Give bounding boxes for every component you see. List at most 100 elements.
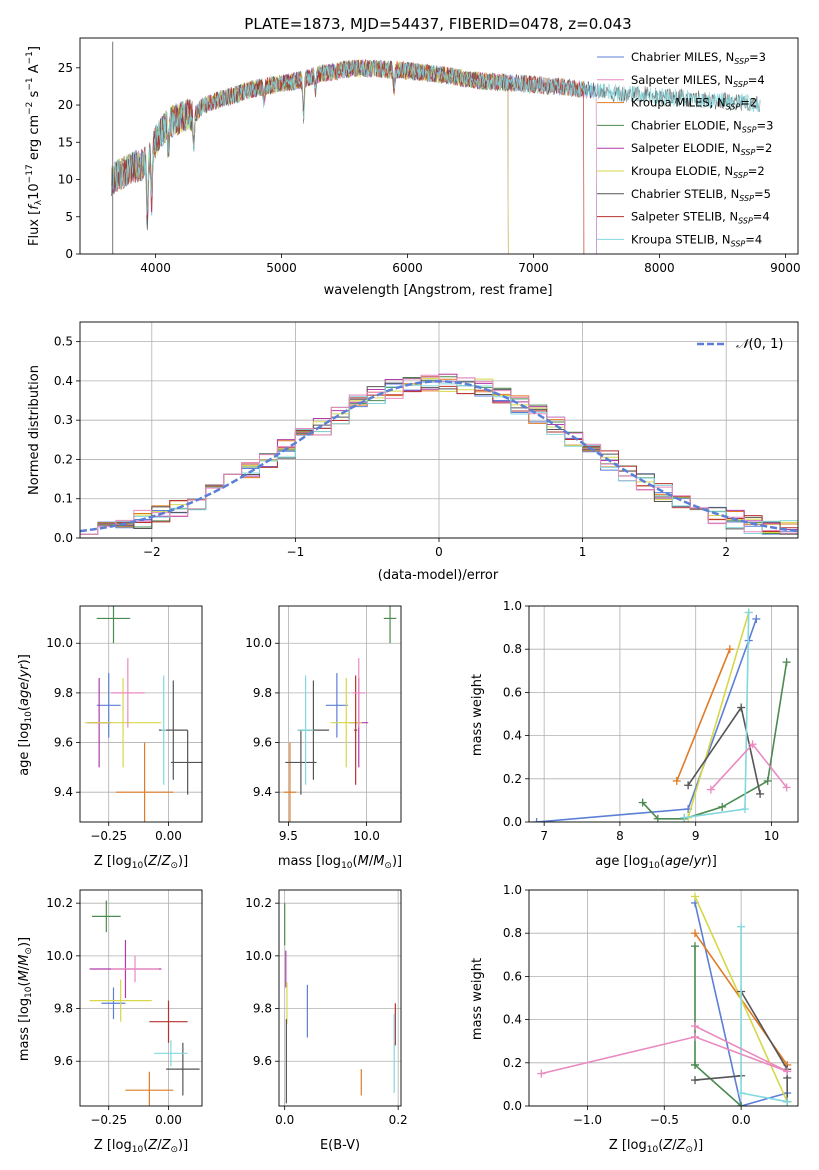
age-vs-z-ytick-label: 9.4 <box>54 785 73 799</box>
massweight-vs-age-ytick-label: 1.0 <box>503 599 522 613</box>
massweight-vs-z-frame <box>528 889 799 1107</box>
residuals-ytick-label: 0.2 <box>54 452 73 466</box>
massweight-vs-age-ytick-label: 0.4 <box>503 729 522 743</box>
massweight-vs-age-x-label: age [log10(age/yr)] <box>595 854 717 871</box>
massweight-vs-age-xtick-label: 8 <box>616 829 624 843</box>
residuals-xtick-label: 0 <box>435 545 443 559</box>
age-vs-mass-x-label: mass [log10(M/M⊙)] <box>278 854 402 871</box>
mass-vs-z-errorbar <box>101 987 126 1020</box>
age-vs-mass-errorbar <box>352 658 366 728</box>
mass-vs-ebv-frame <box>278 889 402 1107</box>
spectrum-xtick-label: 9000 <box>770 261 801 275</box>
massweight-vs-age-ytick-label: 0.2 <box>503 772 522 786</box>
massweight-vs-age-xtick-label: 7 <box>540 829 548 843</box>
normal-reference-curve <box>80 380 798 533</box>
residuals-xtick-label: 2 <box>722 545 730 559</box>
spectrum-legend-label: Kroupa STELIB, NSSP=4 <box>631 232 762 248</box>
age-vs-mass-ytick-label: 10.0 <box>245 636 272 650</box>
spectrum-series-line <box>111 59 509 254</box>
spectrum-legend-label: Kroupa ELODIE, NSSP=2 <box>631 164 765 180</box>
mass-vs-z-errorbar <box>89 979 152 1022</box>
age-vs-z-errorbar <box>96 606 131 644</box>
age-vs-mass-xtick-label: 10.0 <box>353 829 380 843</box>
massweight-vs-z-ytick-label: 0.8 <box>503 926 522 940</box>
spectrum-legend-label: Chabrier STELIB, NSSP=5 <box>631 187 771 203</box>
massweight-vs-age-xtick-label: 10 <box>764 829 779 843</box>
massweight-vs-age-series <box>706 740 791 794</box>
age-vs-mass-frame <box>278 605 402 823</box>
massweight-vs-z-series <box>691 942 746 1106</box>
spectrum-xtick-label: 4000 <box>140 261 171 275</box>
age-vs-z-errorbar <box>115 742 174 822</box>
mass-vs-z-panel: −0.25 0.009.69.810.010.2 Z [log10(Z/Z⊙)] … <box>17 889 203 1155</box>
spectrum-xtick-label: 8000 <box>644 261 675 275</box>
spectrum-legend-label: Salpeter ELODIE, NSSP=2 <box>631 141 772 157</box>
spectrum-ytick-label: 5 <box>65 210 73 224</box>
massweight-vs-z-xtick-label: −0.5 <box>650 1113 679 1127</box>
age-vs-z-errorbar <box>111 658 145 728</box>
age-vs-z-errorbar <box>161 675 167 785</box>
mass-vs-ebv-plot-area <box>284 903 396 1104</box>
residuals-plot-area <box>80 373 798 538</box>
spectrum-frame <box>79 37 799 255</box>
age-vs-z-ytick-label: 9.6 <box>54 736 73 750</box>
massweight-vs-age-frame <box>528 605 799 823</box>
age-vs-mass-errorbar <box>285 730 317 795</box>
residuals-y-label: Normed distribution <box>27 365 42 495</box>
age-vs-mass-grid <box>279 606 401 822</box>
figure-title: PLATE=1873, MJD=54437, FIBERID=0478, z=0… <box>244 15 631 33</box>
residuals-histogram-step <box>80 374 798 538</box>
age-vs-mass-errorbar <box>325 673 348 738</box>
massweight-vs-z-xtick-label: 0.0 <box>732 1113 751 1127</box>
age-vs-z-xtick-label: −0.25 <box>90 829 127 843</box>
spectrum-ytick-label: 25 <box>58 61 73 75</box>
mass-vs-ebv-grid <box>279 890 401 1106</box>
residuals-ytick-label: 0.5 <box>54 335 73 349</box>
spectrum-ytick-label: 15 <box>58 135 73 149</box>
spectrum-legend-label: Salpeter STELIB, NSSP=4 <box>631 210 770 226</box>
age-vs-mass-errorbar <box>354 675 358 785</box>
age-vs-mass-plot-area <box>283 606 397 822</box>
mass-vs-z-plot-area <box>89 900 200 1106</box>
spectrum-legend: Chabrier MILES, NSSP=3 Salpeter MILES, NS… <box>597 50 773 248</box>
massweight-vs-z-ytick-label: 0.0 <box>503 1099 522 1113</box>
age-vs-z-ytick-label: 9.8 <box>54 686 73 700</box>
massweight-vs-z-series <box>737 922 792 1106</box>
mass-vs-z-ytick-label: 9.6 <box>54 1054 73 1068</box>
age-vs-mass-errorbar <box>330 678 362 768</box>
massweight-vs-age-series <box>680 608 753 822</box>
mass-vs-z-x-label: Z [log10(Z/Z⊙)] <box>94 1138 188 1155</box>
massweight-vs-age-xtick-label: 9 <box>692 829 700 843</box>
massweight-vs-age-series <box>532 614 761 822</box>
massweight-vs-age-ytick-label: 0.6 <box>503 685 522 699</box>
massweight-vs-z-ytick-label: 0.4 <box>503 1013 522 1027</box>
spectrum-series-line <box>111 59 585 254</box>
mass-vs-ebv-x-label: E(B-V) <box>320 1138 360 1153</box>
normal-ref-legend-label: 𝒩(0, 1) <box>736 337 783 352</box>
massweight-vs-z-ytick-label: 1.0 <box>503 883 522 897</box>
age-vs-z-x-label: Z [log10(Z/Z⊙)] <box>94 854 188 871</box>
residuals-histogram-step <box>80 383 798 538</box>
massweight-vs-z-ytick-label: 0.6 <box>503 969 522 983</box>
age-vs-mass-ytick-label: 9.8 <box>253 686 272 700</box>
mass-vs-ebv-xtick-label: 0.0 <box>275 1113 294 1127</box>
massweight-vs-age-ytick-label: 0.0 <box>503 815 522 829</box>
age-vs-mass-errorbar <box>383 606 397 644</box>
residuals-ytick-label: 0.1 <box>54 492 73 506</box>
age-vs-z-y-label: age [log10(age/yr)] <box>17 654 34 776</box>
massweight-vs-z-y-label: mass weight <box>470 958 485 1040</box>
massweight-vs-age-grid <box>529 605 798 823</box>
spectrum-series-line <box>111 59 509 254</box>
age-vs-z-errorbar <box>170 730 202 795</box>
residuals-legend: 𝒩(0, 1) <box>697 337 783 352</box>
spectrum-series-line <box>111 59 585 254</box>
mass-vs-ebv-panel: 0.0 0.2 9.6 9.8 10.0 10.2 E(B-V) <box>245 889 408 1153</box>
spectrum-legend-label: Chabrier ELODIE, NSSP=3 <box>631 118 773 134</box>
mass-vs-z-ytick-label: 9.8 <box>54 1002 73 1016</box>
mass-vs-z-ytick-label: 10.0 <box>46 949 73 963</box>
spectrum-xtick-label: 6000 <box>392 261 423 275</box>
age-vs-mass-ytick-label: 9.6 <box>253 736 272 750</box>
age-vs-z-frame <box>79 605 203 823</box>
mass-vs-ebv-ytick-label: 10.0 <box>245 949 272 963</box>
